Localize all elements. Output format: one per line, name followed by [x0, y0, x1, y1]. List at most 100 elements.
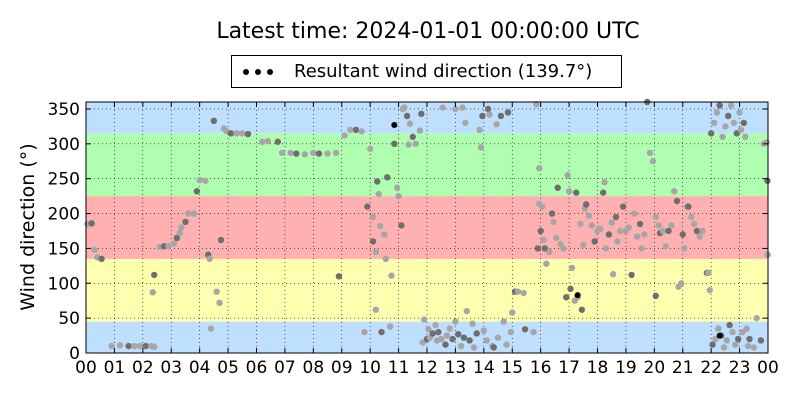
- data-point: [688, 213, 695, 221]
- data-point: [190, 210, 198, 217]
- data-point: [210, 117, 218, 125]
- data-point: [375, 190, 382, 198]
- x-tick-label: 02: [132, 358, 154, 378]
- data-point: [742, 133, 749, 141]
- data-point: [716, 102, 723, 109]
- data-point: [568, 264, 576, 272]
- data-point: [503, 341, 510, 348]
- data-point: [693, 227, 701, 235]
- data-point: [217, 236, 225, 244]
- data-point: [723, 337, 730, 344]
- data-point: [685, 203, 692, 210]
- data-point: [278, 149, 286, 157]
- data-point: [722, 123, 729, 130]
- data-point: [398, 222, 405, 229]
- data-point: [459, 104, 466, 111]
- data-point: [707, 130, 715, 137]
- data-point: [98, 255, 105, 263]
- data-point: [391, 140, 398, 148]
- data-point: [582, 201, 590, 208]
- x-tick-label: 18: [587, 358, 609, 378]
- resultant-point: [574, 292, 581, 299]
- data-point: [418, 110, 425, 118]
- x-tick-label: 08: [303, 358, 325, 378]
- data-point: [734, 335, 742, 343]
- data-point: [699, 227, 706, 235]
- data-point: [605, 231, 613, 238]
- data-point: [567, 285, 574, 293]
- data-point: [108, 342, 115, 350]
- data-point: [425, 326, 432, 333]
- data-point: [125, 342, 132, 350]
- data-point: [416, 127, 424, 134]
- data-point: [493, 121, 500, 128]
- y-tick-label: 250: [48, 170, 80, 190]
- data-point: [740, 119, 748, 127]
- data-point: [388, 272, 395, 279]
- data-point: [419, 339, 426, 346]
- data-point: [609, 271, 617, 278]
- x-tick-label: 04: [189, 358, 211, 378]
- data-point: [151, 343, 158, 350]
- data-point: [537, 227, 544, 235]
- data-point: [477, 144, 485, 151]
- x-tick-label: 19: [615, 358, 637, 378]
- data-point: [258, 138, 266, 145]
- x-tick-label: 05: [217, 358, 239, 378]
- data-point: [727, 102, 735, 109]
- data-point: [665, 227, 672, 235]
- data-point: [500, 318, 507, 325]
- direction-bands: [86, 102, 768, 353]
- data-point: [332, 149, 340, 157]
- data-point: [406, 120, 414, 127]
- data-point: [601, 178, 608, 186]
- data-point: [452, 318, 459, 325]
- data-point: [736, 109, 743, 116]
- legend: Resultant wind direction (139.7°): [231, 55, 622, 88]
- x-tick-label: 06: [246, 358, 268, 378]
- data-point: [91, 246, 98, 254]
- data-point: [227, 130, 235, 137]
- data-point: [457, 342, 465, 350]
- data-point: [580, 241, 587, 249]
- data-point: [646, 149, 654, 157]
- data-point: [446, 325, 453, 332]
- data-point: [619, 203, 627, 210]
- data-point: [366, 145, 374, 152]
- y-tick-label: 50: [58, 309, 80, 329]
- data-point: [131, 342, 138, 350]
- data-point: [403, 112, 411, 120]
- data-point: [564, 172, 571, 179]
- data-point: [563, 294, 570, 301]
- x-tick-label: 11: [388, 358, 410, 378]
- data-point: [401, 104, 408, 111]
- data-point: [324, 150, 331, 157]
- data-point: [274, 138, 282, 145]
- data-point: [176, 229, 183, 237]
- data-point: [376, 222, 384, 230]
- data-point: [729, 328, 736, 336]
- data-point: [696, 233, 703, 240]
- data-point: [662, 243, 669, 250]
- data-point: [409, 133, 416, 141]
- data-point: [486, 111, 493, 118]
- y-tick-label: 300: [48, 135, 80, 155]
- data-point: [679, 231, 686, 238]
- data-point: [372, 248, 380, 256]
- data-point: [439, 104, 446, 111]
- data-point: [737, 126, 745, 134]
- data-point: [460, 334, 468, 341]
- data-point: [572, 189, 580, 196]
- data-point: [602, 245, 610, 252]
- data-point: [116, 342, 124, 349]
- data-point: [310, 149, 317, 157]
- data-point: [641, 231, 648, 238]
- axis-ticks: 00 01 02 03 04 05 06 07 08 09 10 11 12 13 14 15 16 17 18 19…: [48, 100, 779, 378]
- data-point: [494, 334, 502, 341]
- data-point: [560, 245, 567, 252]
- data-point: [713, 109, 721, 116]
- data-point: [483, 337, 490, 344]
- data-point: [435, 328, 442, 336]
- data-point: [165, 243, 172, 250]
- x-tick-label: 12: [416, 358, 438, 378]
